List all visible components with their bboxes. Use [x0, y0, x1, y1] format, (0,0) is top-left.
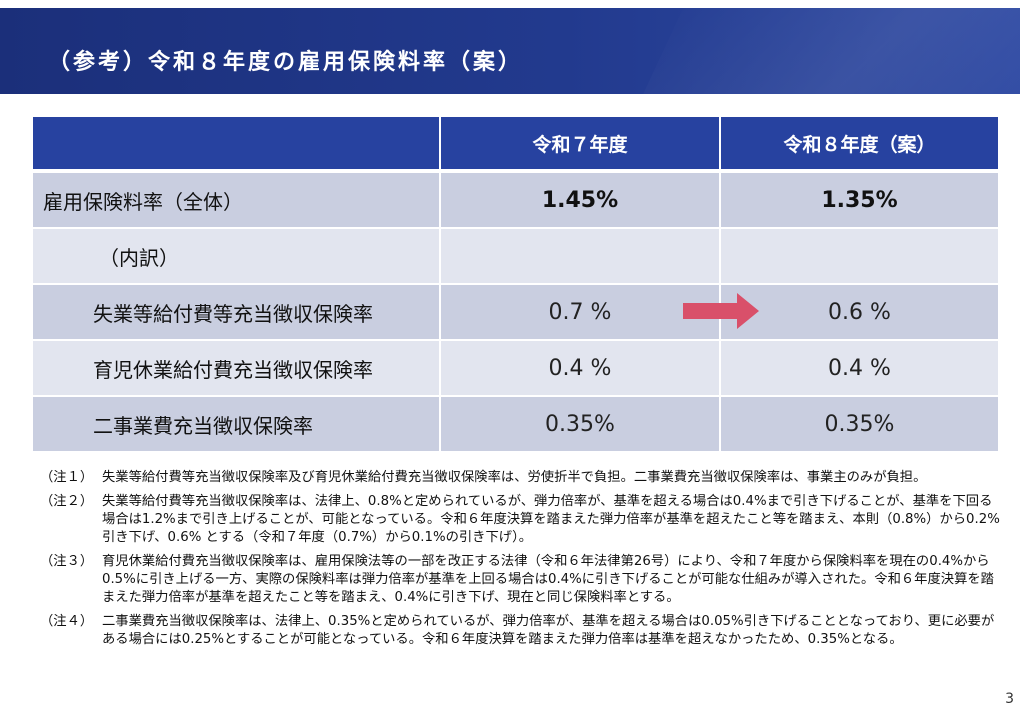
fy8-value: 0.4 %: [828, 355, 891, 381]
table-row: 育児休業給付費充当徴収保険率 0.4 % 0.4 %: [33, 341, 998, 395]
footnote-text: 失業等給付費等充当徴収保険率は、法律上、0.8%と定められているが、弾力倍率が、…: [102, 494, 1000, 545]
right-arrow-icon: [683, 293, 759, 329]
total-fy8-value: 1.35%: [821, 187, 898, 213]
table-row-breakdown: （内訳）: [33, 229, 998, 283]
table-row: 失業等給付費等充当徴収保険率 0.7 % 0.6 %: [33, 285, 998, 339]
row-label-total: 雇用保険料率（全体）: [33, 173, 441, 227]
footnotes: （注１） 失業等給付費等充当徴収保険率及び育児休業給付費充当徴収保険率は、労使折…: [40, 469, 1005, 655]
header-fy7: 令和７年度: [441, 117, 721, 169]
footnote-text: 育児休業給付費充当徴収保険率は、雇用保険法等の一部を改正する法律（令和６年法律第…: [102, 554, 994, 605]
fy7-value: 0.4 %: [441, 341, 721, 395]
footnote-label: （注３）: [40, 554, 94, 569]
footnote-label: （注１）: [40, 470, 94, 485]
footnote-label: （注４）: [40, 614, 94, 629]
table-header-row: 令和７年度 令和８年度（案）: [33, 117, 998, 169]
title-banner: （参考）令和８年度の雇用保険料率（案）: [0, 8, 1020, 94]
header-fy8: 令和８年度（案）: [783, 133, 936, 156]
breakdown-label: （内訳）: [33, 229, 441, 283]
footnote: （注４） 二事業費充当徴収保険率は、法律上、0.35%と定められているが、弾力倍…: [40, 613, 1005, 649]
footnote-text: 二事業費充当徴収保険率は、法律上、0.35%と定められているが、弾力倍率が、基準…: [102, 614, 995, 647]
fy8-value: 0.35%: [824, 411, 895, 437]
fy7-value: 0.7 %: [441, 285, 721, 339]
total-fy7-value: 1.45%: [441, 173, 721, 227]
fy7-value: 0.35%: [441, 397, 721, 451]
header-empty-cell: [33, 117, 441, 169]
banner-decoration: [618, 8, 1020, 94]
footnote: （注１） 失業等給付費等充当徴収保険率及び育児休業給付費充当徴収保険率は、労使折…: [40, 469, 1005, 487]
footnote: （注２） 失業等給付費等充当徴収保険率は、法律上、0.8%と定められているが、弾…: [40, 493, 1005, 547]
fy8-value: 0.6 %: [828, 299, 891, 325]
row-label: 二事業費充当徴収保険率: [33, 397, 441, 451]
page-title: （参考）令和８年度の雇用保険料率（案）: [48, 50, 524, 75]
footnote: （注３） 育児休業給付費充当徴収保険率は、雇用保険法等の一部を改正する法律（令和…: [40, 553, 1005, 607]
footnote-text: 失業等給付費等充当徴収保険率及び育児休業給付費充当徴収保険率は、労使折半で負担。…: [102, 470, 927, 485]
breakdown-fy8-empty: [721, 229, 998, 283]
row-label: 失業等給付費等充当徴収保険率: [33, 285, 441, 339]
row-label: 育児休業給付費充当徴収保険率: [33, 341, 441, 395]
footnote-label: （注２）: [40, 494, 94, 509]
top-strip: [0, 0, 1024, 8]
table-row-total: 雇用保険料率（全体） 1.45% 1.35%: [33, 173, 998, 227]
breakdown-fy7-empty: [441, 229, 721, 283]
page-number: 3: [1005, 691, 1014, 707]
table-row: 二事業費充当徴収保険率 0.35% 0.35%: [33, 397, 998, 451]
